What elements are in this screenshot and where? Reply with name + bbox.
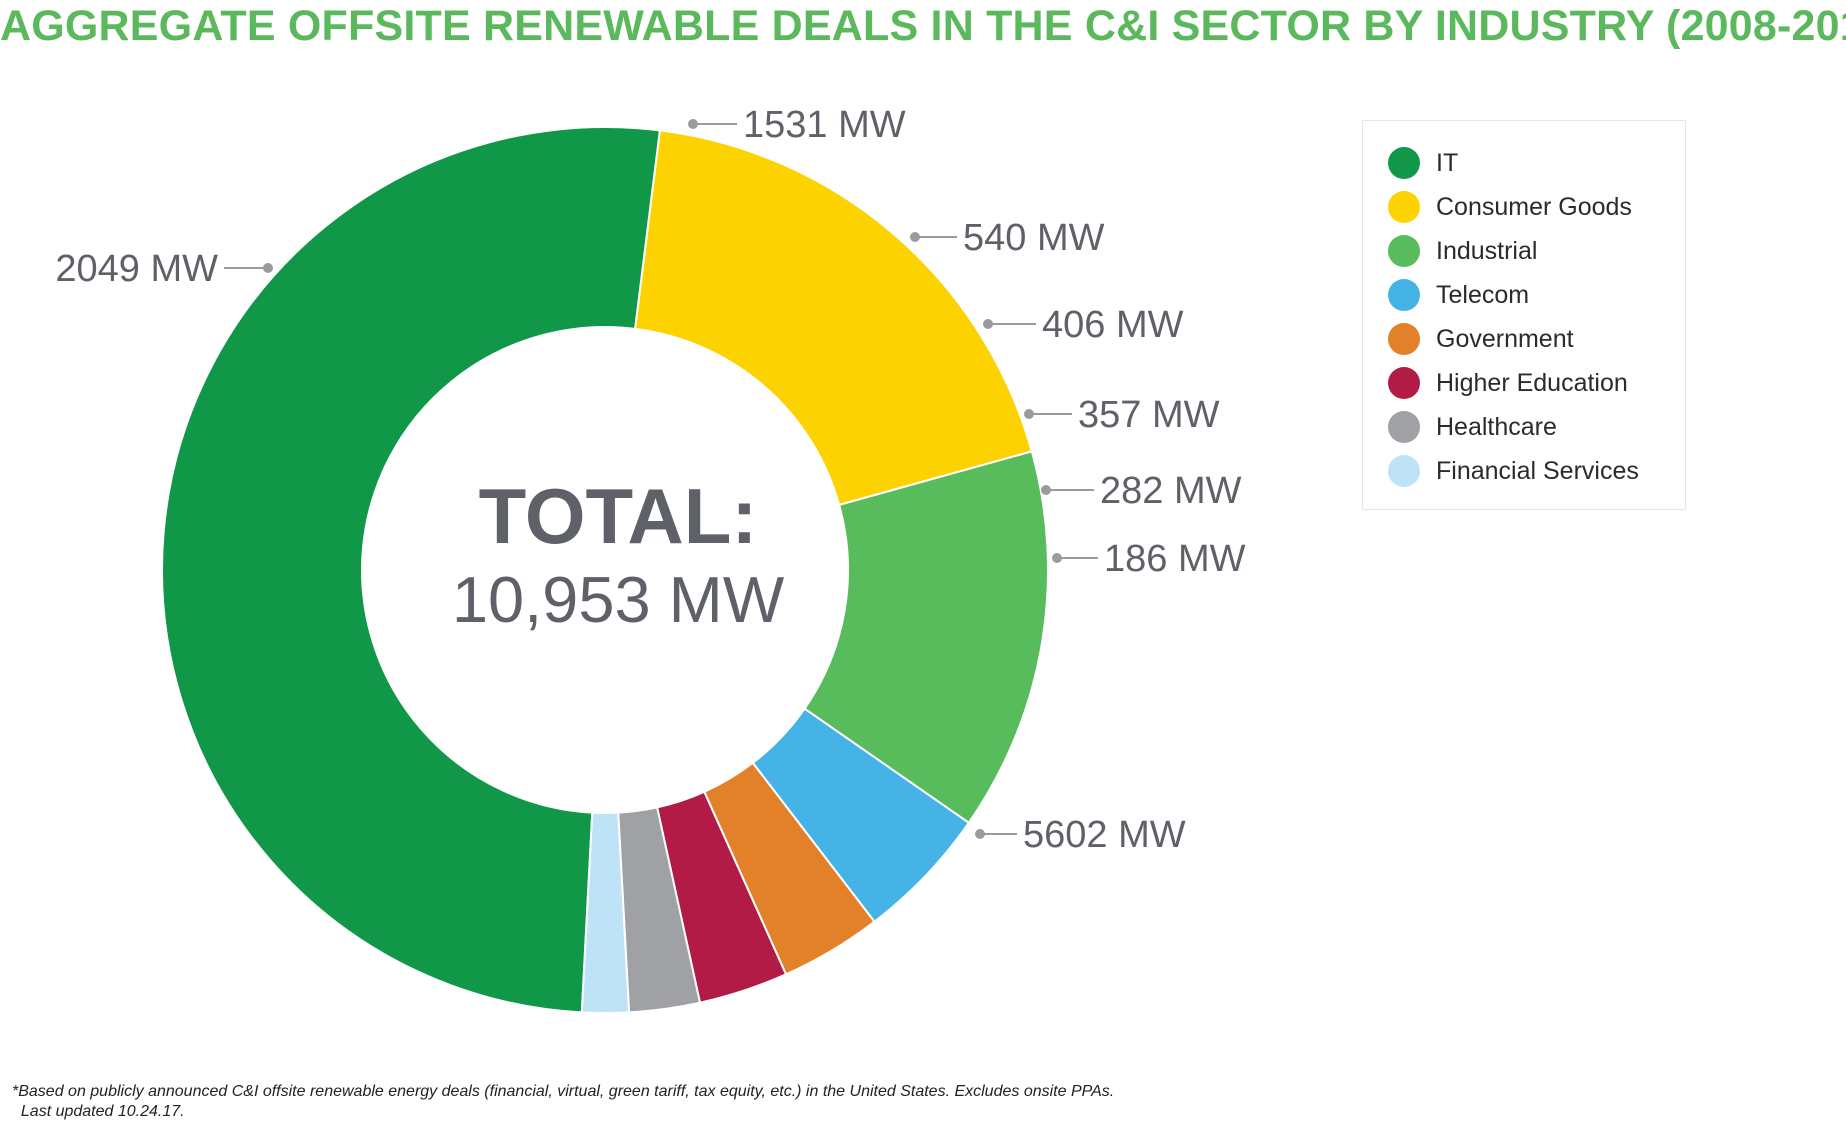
slice-value-label-consumer-goods: 2049 MW	[55, 248, 218, 290]
slice-value-label-industrial: 1531 MW	[743, 104, 906, 146]
legend-swatch	[1388, 191, 1420, 223]
center-total-value: 10,953 MW	[452, 563, 785, 636]
slice-value-label-healthcare: 282 MW	[1100, 470, 1242, 512]
legend-label: Industrial	[1436, 237, 1537, 266]
slice-label-group-government: 406 MW	[983, 304, 1184, 346]
legend-swatch	[1388, 235, 1420, 267]
slice-value-label-government: 406 MW	[1042, 304, 1184, 346]
legend-swatch	[1388, 323, 1420, 355]
slice-label-group-healthcare: 282 MW	[1041, 470, 1242, 512]
footnote-line-1: *Based on publicly announced C&I offsite…	[12, 1083, 1114, 1100]
footnote-line-2: Last updated 10.24.17.	[21, 1103, 185, 1120]
slice-label-group-telecom: 540 MW	[910, 217, 1105, 259]
slice-value-label-financial-services: 186 MW	[1104, 538, 1246, 580]
legend-swatch	[1388, 455, 1420, 487]
legend-swatch	[1388, 279, 1420, 311]
legend-item-telecom: Telecom	[1363, 273, 1685, 317]
legend: IT Consumer Goods Industrial Telecom Governm…	[1362, 120, 1686, 510]
legend-item-it: IT	[1363, 141, 1685, 185]
slice-consumer-goods	[635, 130, 1032, 505]
legend-swatch	[1388, 411, 1420, 443]
footnote: *Based on publicly announced C&I offsite…	[12, 1082, 1114, 1122]
legend-swatch	[1388, 367, 1420, 399]
legend-item-government: Government	[1363, 317, 1685, 361]
slice-value-label-telecom: 540 MW	[963, 217, 1105, 259]
legend-swatch	[1388, 147, 1420, 179]
legend-label: Healthcare	[1436, 413, 1557, 442]
center-total-label: TOTAL:	[479, 472, 758, 560]
slice-label-group-higher-education: 357 MW	[1024, 394, 1220, 436]
legend-label: Consumer Goods	[1436, 193, 1632, 222]
legend-label: Higher Education	[1436, 369, 1628, 398]
slice-label-group-consumer-goods: 2049 MW	[55, 248, 273, 290]
legend-label: Telecom	[1436, 281, 1529, 310]
slice-value-label-higher-education: 357 MW	[1078, 394, 1220, 436]
slice-label-group-industrial: 1531 MW	[688, 104, 906, 146]
legend-label: Government	[1436, 325, 1574, 354]
legend-item-financial-services: Financial Services	[1363, 449, 1685, 493]
legend-item-healthcare: Healthcare	[1363, 405, 1685, 449]
legend-item-consumer-goods: Consumer Goods	[1363, 185, 1685, 229]
legend-item-higher-education: Higher Education	[1363, 361, 1685, 405]
legend-item-industrial: Industrial	[1363, 229, 1685, 273]
slice-label-group-it: 5602 MW	[975, 814, 1186, 856]
legend-label: Financial Services	[1436, 457, 1639, 486]
slice-label-group-financial-services: 186 MW	[1052, 538, 1246, 580]
legend-label: IT	[1436, 149, 1458, 178]
slice-value-label-it: 5602 MW	[1023, 814, 1186, 856]
